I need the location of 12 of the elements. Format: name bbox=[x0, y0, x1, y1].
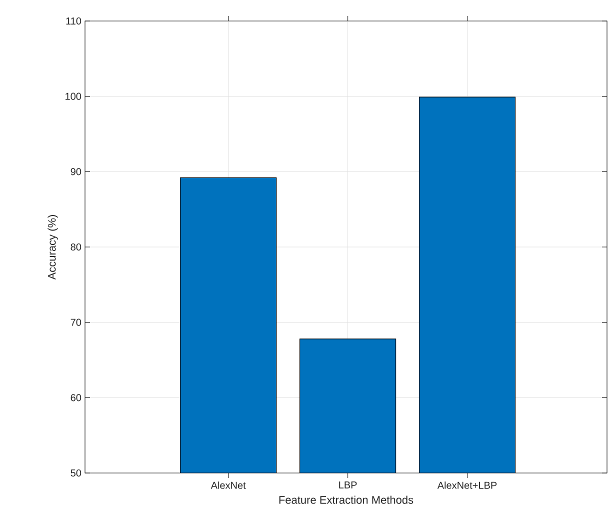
y-axis-title: Accuracy (%) bbox=[48, 215, 58, 280]
y-tick-label: 60 bbox=[70, 394, 82, 402]
y-tick-label: 100 bbox=[66, 92, 82, 100]
y-tick-label: 90 bbox=[70, 168, 82, 176]
y-tick-label: 110 bbox=[66, 17, 82, 25]
y-tick-label: 50 bbox=[70, 469, 82, 477]
x-axis-title: Feature Extraction Methods bbox=[279, 496, 414, 504]
y-tick-label: 70 bbox=[70, 318, 82, 326]
x-tick-label: LBP bbox=[339, 482, 357, 488]
y-tick-label: 80 bbox=[70, 243, 82, 251]
x-tick-label: AlexNet+LBP bbox=[437, 482, 497, 489]
x-tick-label: AlexNet bbox=[210, 482, 246, 489]
